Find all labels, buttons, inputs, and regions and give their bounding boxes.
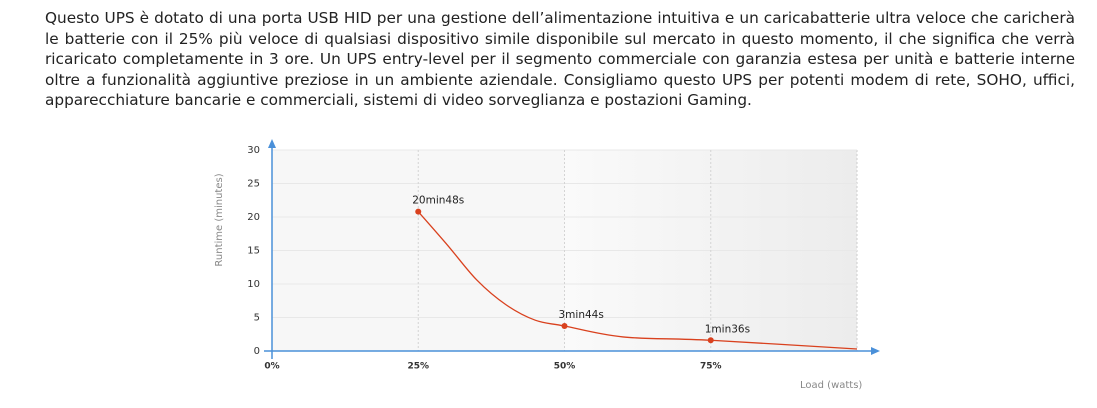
data-label: 1min36s: [705, 323, 750, 335]
x-tick-label: 75%: [700, 362, 722, 372]
y-tick-label: 25: [247, 179, 260, 190]
y-tick-label: 20: [247, 212, 260, 223]
point: [415, 208, 422, 215]
x-tick-label: 0%: [264, 362, 279, 372]
description: Questo UPS è dotato di una porta USB HID…: [45, 9, 1075, 109]
y-tick-label: 0: [254, 346, 260, 357]
y-tick-label: 30: [247, 145, 260, 156]
x-axis-label: Load (watts): [800, 380, 862, 391]
data-label: 3min44s: [559, 309, 604, 321]
data-label: 20min48s: [412, 195, 464, 207]
point: [561, 323, 568, 330]
x-axis-arrow: [871, 347, 880, 355]
y-axis-arrow: [268, 139, 276, 148]
point: [707, 337, 714, 344]
y-tick-label: 5: [254, 313, 260, 324]
x-tick-label: 25%: [407, 362, 429, 372]
y-axis-label: Runtime (minutes): [214, 173, 225, 266]
y-tick-label: 10: [247, 279, 260, 290]
x-tick-label: 50%: [554, 362, 576, 372]
y-tick-label: 15: [247, 246, 260, 257]
